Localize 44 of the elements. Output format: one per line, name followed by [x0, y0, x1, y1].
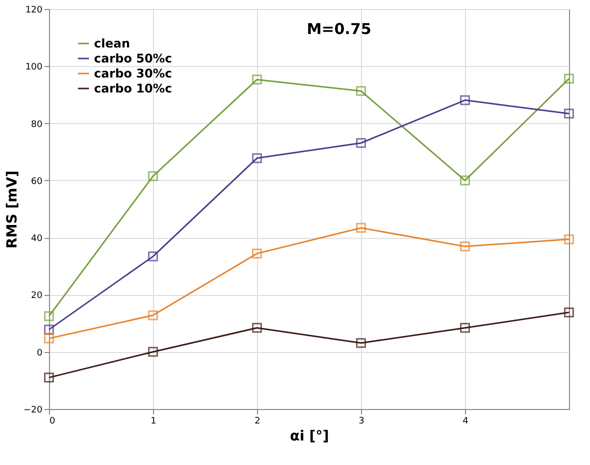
legend-label: carbo 10%c [94, 82, 172, 96]
point [252, 74, 262, 85]
point [460, 175, 470, 186]
y-tick-label: 80 [31, 120, 43, 130]
y-tick-label: −20 [24, 406, 43, 416]
y-tick-label: 60 [31, 176, 43, 187]
point [460, 322, 470, 333]
x-axis-title: αi [°] [290, 428, 330, 444]
point [44, 324, 54, 335]
point [148, 310, 158, 320]
y-tick-label: 120 [25, 6, 43, 16]
x-tick-label: 0 [50, 416, 56, 426]
point [252, 248, 262, 259]
y-tick-label: 0 [36, 348, 43, 358]
point [44, 372, 54, 383]
point [564, 234, 574, 244]
y-tick-label: 20 [31, 291, 43, 302]
point [44, 333, 54, 344]
point [148, 171, 158, 182]
point [356, 222, 366, 233]
x-tick-label: 3 [358, 416, 364, 426]
legend-label: carbo 50%c [94, 52, 172, 66]
point [564, 74, 574, 84]
point [44, 311, 54, 322]
point [460, 241, 470, 252]
legend-label: carbo 30%c [94, 66, 172, 80]
point [252, 322, 262, 333]
x-tick-label: 1 [150, 416, 156, 426]
legend-label: clean [94, 36, 130, 50]
x-tick-label: 2 [254, 416, 260, 426]
point [356, 138, 366, 148]
point [356, 338, 366, 348]
y-tick-label: 40 [31, 234, 43, 244]
point [356, 86, 366, 96]
x-tick-label: 4 [462, 416, 469, 426]
point [564, 108, 574, 119]
point [148, 251, 158, 262]
point [252, 153, 262, 164]
point [460, 95, 470, 106]
y-axis-title: RMS [mV] [4, 170, 21, 248]
y-tick-label: 100 [25, 62, 43, 73]
annotation: M=0.75 [306, 20, 372, 38]
point [148, 346, 158, 357]
point [564, 307, 574, 318]
